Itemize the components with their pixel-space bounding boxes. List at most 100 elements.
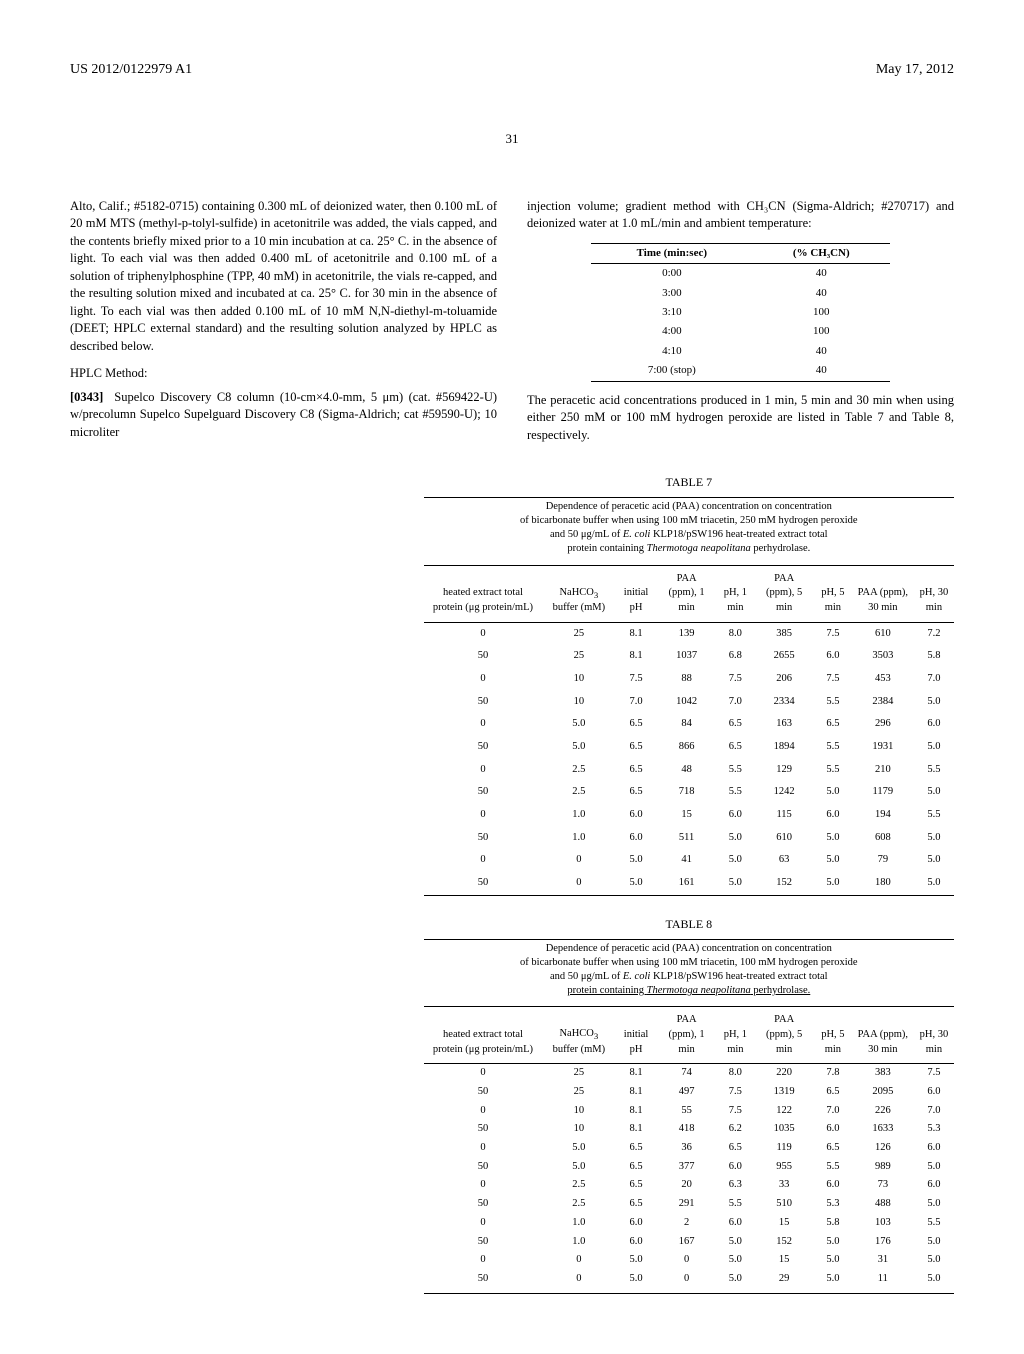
- table-cell: 0: [424, 1214, 543, 1233]
- table-cell: 5.0: [914, 736, 954, 759]
- table-row: 50107.010427.023345.523845.0: [424, 691, 954, 714]
- table-cell: 8.1: [615, 1064, 656, 1083]
- table-cell: 5.0: [914, 1158, 954, 1177]
- table-cell: 296: [852, 713, 914, 736]
- right-paragraph-1: injection volume; gradient method with C…: [527, 198, 954, 233]
- table-cell: 5.0: [914, 827, 954, 850]
- table-header: pH, 5 min: [814, 565, 852, 622]
- table-cell: 1.0: [542, 1233, 615, 1252]
- left-paragraph-1: Alto, Calif.; #5182-0715) containing 0.3…: [70, 198, 497, 356]
- table-cell: 152: [754, 1233, 814, 1252]
- table-cell: 5.0: [914, 691, 954, 714]
- table-cell: 74: [657, 1064, 717, 1083]
- table-cell: 7.0: [814, 1102, 852, 1121]
- table-cell: 50: [424, 827, 543, 850]
- table-cell: 5.3: [914, 1120, 954, 1139]
- gradient-table: Time (min:sec) (% CH₃CN) 0:00403:00403:1…: [591, 243, 890, 382]
- table-cell: 5.0: [542, 736, 615, 759]
- table-cell: 163: [754, 713, 814, 736]
- table-cell: 2.5: [542, 759, 615, 782]
- table-row: 005.0415.0635.0795.0: [424, 849, 954, 872]
- table-cell: 5.0: [542, 713, 615, 736]
- table-cell: 5.0: [717, 1251, 755, 1270]
- table-cell: 88: [657, 668, 717, 691]
- table7-wrapper: TABLE 7 Dependence of peracetic acid (PA…: [424, 474, 954, 896]
- table-header: PAA (ppm), 5 min: [754, 565, 814, 622]
- table-cell: 33: [754, 1176, 814, 1195]
- table-cell: 0: [542, 1251, 615, 1270]
- table-cell: 8.1: [615, 645, 656, 668]
- left-p2-text: Supelco Discovery C8 column (10-cm×4.0-m…: [70, 390, 497, 439]
- table-cell: 7.5: [717, 1083, 755, 1102]
- table-cell: 50: [424, 645, 543, 668]
- table-cell: 10: [542, 1120, 615, 1139]
- table-cell: 6.5: [615, 713, 656, 736]
- table-cell: 7.5: [814, 622, 852, 645]
- table-cell: 6.5: [814, 713, 852, 736]
- hplc-header: HPLC Method:: [70, 365, 497, 383]
- table-cell: 2.5: [542, 1176, 615, 1195]
- table-row: 0258.1748.02207.83837.5: [424, 1064, 954, 1083]
- table-cell: 511: [657, 827, 717, 850]
- table-cell: 1037: [657, 645, 717, 668]
- table-cell: 5.8: [914, 645, 954, 668]
- table-header: heated extract total protein (μg protein…: [424, 565, 543, 622]
- table-cell: 8.1: [615, 622, 656, 645]
- table-row: 05.06.5846.51636.52966.0: [424, 713, 954, 736]
- table-cell: 6.0: [814, 804, 852, 827]
- table-cell: 6.5: [717, 1139, 755, 1158]
- table-cell: 5.0: [717, 1270, 755, 1293]
- table-cell: 5.5: [814, 736, 852, 759]
- table-cell: 5.0: [542, 1139, 615, 1158]
- table-cell: 0: [424, 1251, 543, 1270]
- table-cell: 0: [424, 713, 543, 736]
- grad-hdr-pct: (% CH₃CN): [753, 243, 890, 263]
- table-cell: 73: [852, 1176, 914, 1195]
- table-cell: 6.5: [814, 1139, 852, 1158]
- table-cell: 20: [657, 1176, 717, 1195]
- table-cell: 453: [852, 668, 914, 691]
- table-cell: 0: [424, 1102, 543, 1121]
- table-cell: 418: [657, 1120, 717, 1139]
- table-cell: 0: [424, 804, 543, 827]
- table-cell: 5.0: [914, 872, 954, 895]
- table-cell: 6.5: [615, 781, 656, 804]
- table-cell: 5.0: [814, 1233, 852, 1252]
- table-cell: 6.0: [914, 713, 954, 736]
- table-cell: 608: [852, 827, 914, 850]
- table-row: 0107.5887.52067.54537.0: [424, 668, 954, 691]
- table-cell: 7.5: [615, 668, 656, 691]
- table-cell: 866: [657, 736, 717, 759]
- table-cell: 63: [754, 849, 814, 872]
- table-cell: 0: [424, 849, 543, 872]
- table-cell: 5.0: [814, 849, 852, 872]
- grad-cell: 40: [753, 284, 890, 303]
- table-cell: 989: [852, 1158, 914, 1177]
- table-cell: 5.5: [814, 691, 852, 714]
- table-row: 01.06.0156.01156.01945.5: [424, 804, 954, 827]
- table-cell: 6.5: [717, 713, 755, 736]
- table-cell: 383: [852, 1064, 914, 1083]
- table-cell: 6.0: [717, 1214, 755, 1233]
- table-header: NaHCO3 buffer (mM): [542, 1007, 615, 1064]
- grad-cell: 4:10: [591, 342, 753, 361]
- table-cell: 126: [852, 1139, 914, 1158]
- table-cell: 6.0: [717, 804, 755, 827]
- table-row: 0258.11398.03857.56107.2: [424, 622, 954, 645]
- table-cell: 25: [542, 1083, 615, 1102]
- pub-date: May 17, 2012: [876, 60, 954, 80]
- table-cell: 0: [424, 1176, 543, 1195]
- table-cell: 377: [657, 1158, 717, 1177]
- grad-cell: 100: [753, 322, 890, 341]
- table-cell: 8.1: [615, 1120, 656, 1139]
- table-cell: 129: [754, 759, 814, 782]
- t7-body: 0258.11398.03857.56107.250258.110376.826…: [424, 622, 954, 895]
- table-cell: 1.0: [542, 804, 615, 827]
- table-cell: 176: [852, 1233, 914, 1252]
- table-cell: 5.0: [814, 827, 852, 850]
- table-cell: 10: [542, 1102, 615, 1121]
- table-cell: 48: [657, 759, 717, 782]
- page-number: 31: [70, 130, 954, 148]
- table-cell: 0: [424, 622, 543, 645]
- table-cell: 8.1: [615, 1083, 656, 1102]
